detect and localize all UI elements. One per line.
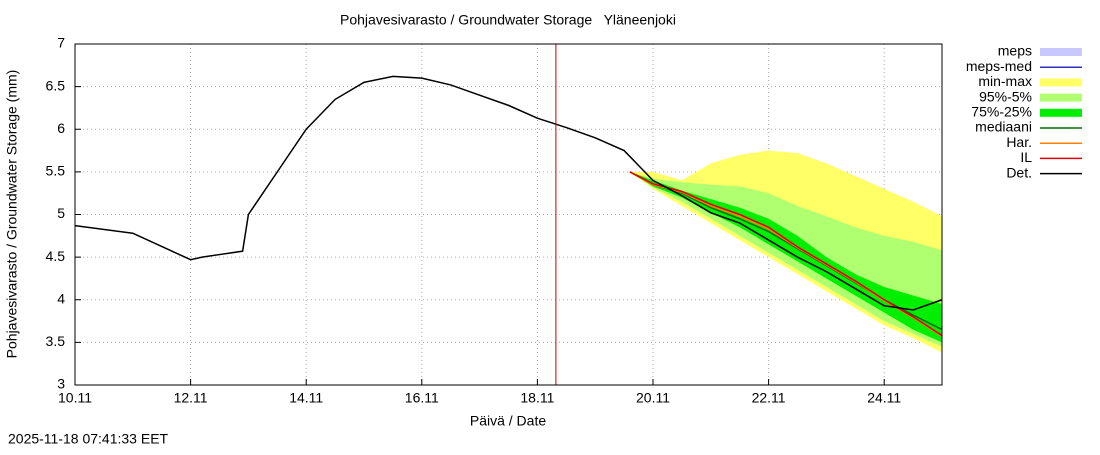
legend-label: mediaani [975,119,1032,135]
x-tick-label: 18.11 [520,390,554,406]
series-line [74,75,943,311]
legend-swatch [1040,93,1082,102]
x-tick-label: 12.11 [174,390,208,406]
legend-label: Det. [1006,164,1032,180]
y-axis-label: Pohjavesivarasto / Groundwater Storage (… [4,70,20,359]
y-tick-label: 3 [57,376,65,392]
plot-frame [74,43,943,386]
legend-label: Har. [1006,134,1032,150]
x-tick-label: 20.11 [636,390,670,406]
y-tick-label: 6.5 [46,77,66,93]
y-tick-label: 6 [57,120,65,136]
x-tick-label: 22.11 [752,390,786,406]
y-tick-label: 5 [57,205,65,221]
legend-label: meps-med [966,58,1032,74]
band-area [629,171,942,343]
x-tick-label: 16.11 [405,390,439,406]
y-tick-label: 4.5 [46,248,66,264]
legend-label: 95%-5% [979,88,1032,104]
legend-swatch [1040,78,1082,87]
legend-label: 75%-25% [971,104,1032,120]
band-area [629,171,942,347]
x-tick-label: 24.11 [867,390,901,406]
legend-swatch [1040,48,1082,56]
y-tick-label: 4 [57,290,65,306]
timestamp: 2025-11-18 07:41:33 EET [8,431,169,447]
legend-label: min-max [978,73,1032,89]
y-tick-label: 5.5 [46,163,66,179]
legend-label: meps [998,43,1032,59]
legend-swatch [1040,108,1082,117]
y-tick-label: 3.5 [46,333,66,349]
y-tick-label: 7 [57,35,65,51]
x-tick-label: 14.11 [289,390,323,406]
x-axis-label: Päivä / Date [470,413,546,429]
x-tick-label: 10.11 [58,390,92,406]
series-line [629,171,943,337]
legend-label: IL [1020,149,1032,165]
chart-title: Pohjavesivarasto / Groundwater Storage Y… [340,12,676,28]
